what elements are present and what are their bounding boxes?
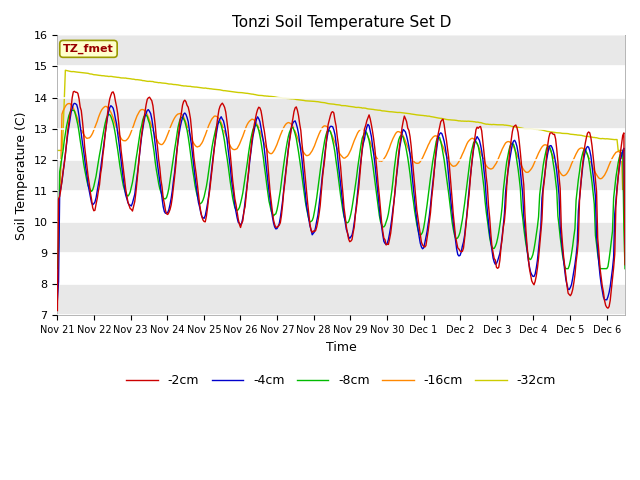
-32cm	[609, 136, 616, 142]
-32cm	[61, 67, 69, 73]
-32cm	[328, 101, 335, 107]
-32cm	[520, 126, 527, 132]
-32cm	[392, 109, 400, 115]
-16cm	[609, 155, 616, 160]
-2cm	[609, 276, 616, 281]
-2cm	[54, 308, 61, 313]
-4cm	[609, 266, 616, 272]
-2cm	[621, 262, 629, 267]
Bar	[58, 97, 625, 129]
-4cm	[362, 129, 369, 134]
-4cm	[392, 175, 400, 180]
-8cm	[54, 266, 61, 272]
-2cm	[70, 88, 78, 94]
-8cm	[67, 107, 75, 113]
-16cm	[54, 188, 61, 194]
-8cm	[621, 266, 629, 272]
-8cm	[324, 127, 332, 133]
Line: -4cm: -4cm	[58, 103, 625, 300]
-2cm	[392, 174, 400, 180]
-8cm	[328, 132, 335, 138]
Bar	[58, 284, 625, 315]
-2cm	[362, 123, 369, 129]
Legend: -2cm, -4cm, -8cm, -16cm, -32cm: -2cm, -4cm, -8cm, -16cm, -32cm	[122, 369, 561, 392]
-32cm	[54, 147, 61, 153]
-2cm	[520, 182, 527, 188]
-16cm	[520, 167, 527, 173]
Text: TZ_fmet: TZ_fmet	[63, 44, 114, 54]
-16cm	[621, 188, 629, 194]
-16cm	[362, 129, 369, 134]
Bar	[58, 36, 625, 66]
-4cm	[621, 241, 629, 247]
-2cm	[328, 109, 335, 115]
-16cm	[324, 125, 332, 131]
Bar	[58, 222, 625, 253]
-16cm	[328, 132, 335, 137]
-8cm	[609, 228, 616, 234]
-4cm	[70, 100, 78, 106]
-32cm	[324, 101, 332, 107]
-16cm	[392, 130, 400, 135]
-8cm	[520, 225, 527, 231]
-8cm	[362, 129, 369, 134]
Bar	[58, 160, 625, 191]
Y-axis label: Soil Temperature (C): Soil Temperature (C)	[15, 111, 28, 240]
-8cm	[392, 149, 400, 155]
-4cm	[54, 297, 61, 303]
-4cm	[328, 123, 335, 129]
-32cm	[362, 105, 369, 111]
-4cm	[520, 214, 527, 219]
Line: -16cm: -16cm	[58, 104, 625, 191]
Title: Tonzi Soil Temperature Set D: Tonzi Soil Temperature Set D	[232, 15, 451, 30]
-4cm	[324, 129, 332, 135]
X-axis label: Time: Time	[326, 341, 356, 354]
Line: -2cm: -2cm	[58, 91, 625, 311]
Line: -32cm: -32cm	[58, 70, 625, 150]
Line: -8cm: -8cm	[58, 110, 625, 269]
-2cm	[324, 122, 332, 128]
-32cm	[621, 147, 629, 153]
-16cm	[65, 101, 72, 107]
